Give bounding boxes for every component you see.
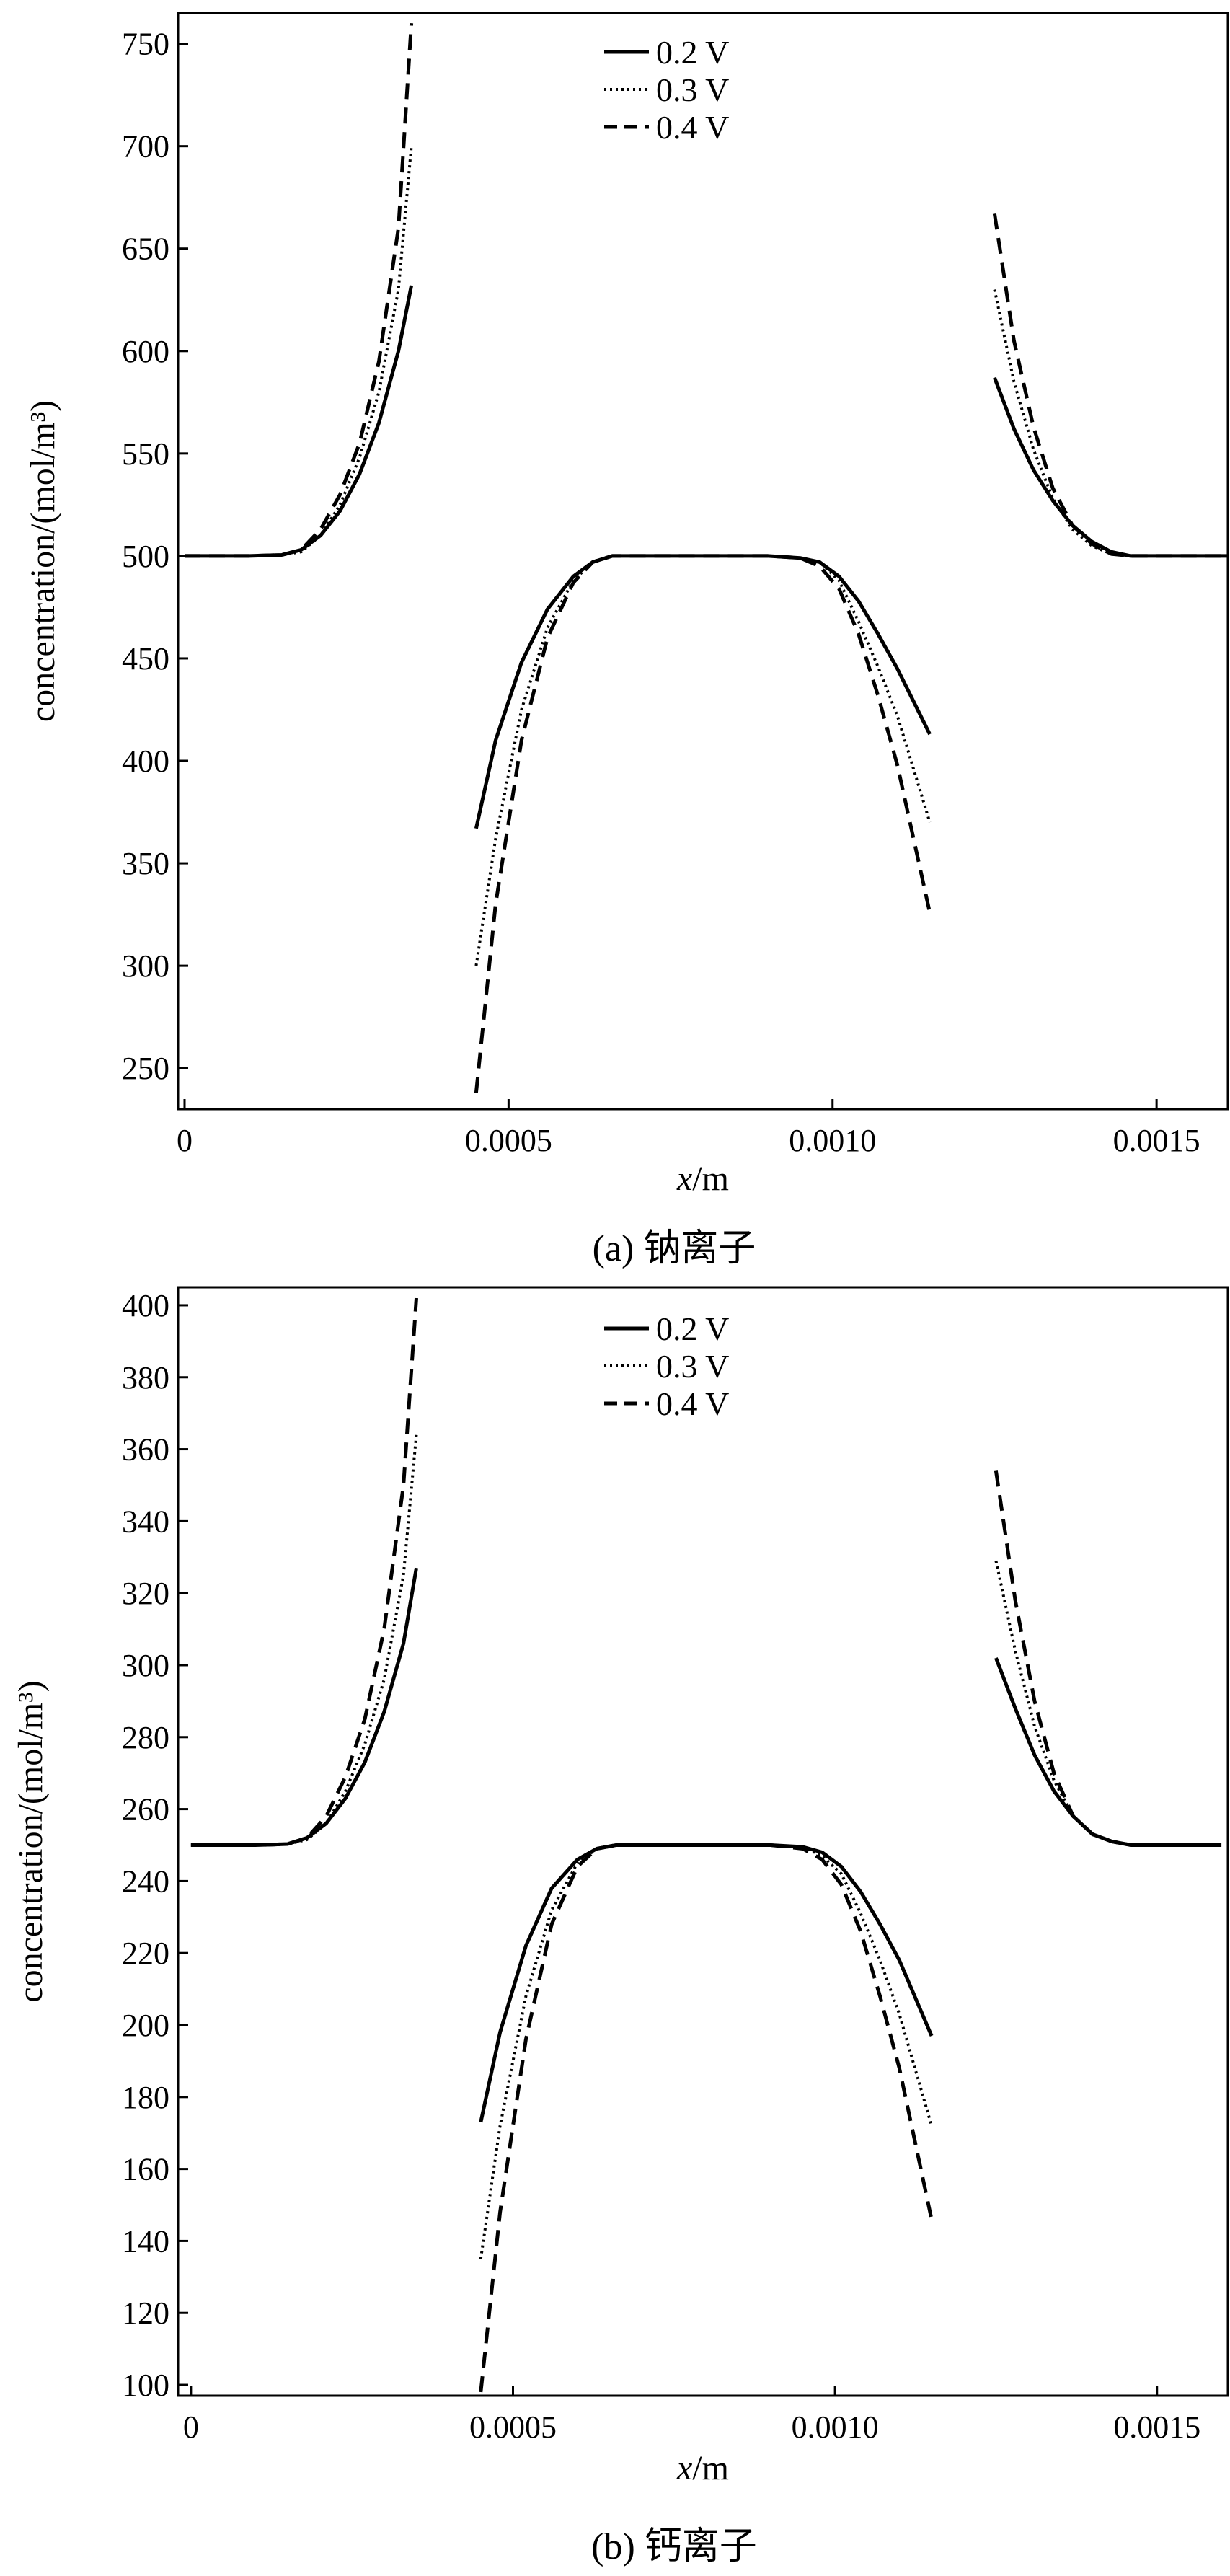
- y-tick-label: 400: [122, 744, 169, 779]
- y-tick-label: 380: [122, 1360, 169, 1395]
- y-tick-label: 450: [122, 641, 169, 676]
- y-tick-label: 500: [122, 539, 169, 574]
- x-tick-label: 0.0010: [792, 2409, 879, 2445]
- y-tick-label: 180: [122, 2080, 169, 2115]
- series-line-solid-segment-1: [185, 285, 414, 558]
- x-tick-label: 0.0015: [1113, 2409, 1200, 2445]
- series-line-solid-segment-3: [994, 1657, 1222, 1847]
- panel-caption: (a) 钠离子: [593, 1228, 756, 1269]
- y-tick-label: 320: [122, 1576, 169, 1611]
- y-tick-label: 140: [122, 2223, 169, 2259]
- y-tick-label: 600: [122, 334, 169, 369]
- legend-label: 0.2 V: [656, 34, 729, 71]
- chart-panel-1: 250 300 350 400 450 500 550 600 650 700 750 0 0.0005…: [24, 12, 1229, 1269]
- y-tick-label: 250: [122, 1051, 169, 1086]
- x-axis-unit: /m: [692, 1160, 729, 1198]
- panel-caption: (b) 钙离子: [591, 2526, 757, 2567]
- plot-frame: [177, 12, 1229, 1111]
- series-line-dotted-segment-2: [479, 1843, 934, 2259]
- series-dashed: [185, 23, 1228, 1093]
- y-tick-label: 340: [122, 1504, 169, 1539]
- y-tick-label: 260: [122, 1792, 169, 1827]
- y-tick-label: 700: [122, 129, 169, 164]
- y-axis-title: concentration/(mol/m³): [12, 1680, 50, 2002]
- legend-label: 0.4 V: [656, 109, 729, 146]
- x-tick-label: 0.0005: [465, 1123, 552, 1158]
- x-tick-label: 0.0010: [789, 1123, 876, 1158]
- legend-label: 0.3 V: [656, 1348, 729, 1385]
- y-tick-label: 240: [122, 1863, 169, 1899]
- series-line-dashed-segment-3: [992, 213, 1228, 558]
- y-tick-label: 120: [122, 2295, 169, 2331]
- x-axis-variable: x: [676, 2449, 692, 2487]
- series-line-dashed-segment-2: [474, 554, 932, 1093]
- y-tick-label: 280: [122, 1720, 169, 1755]
- series-line-dotted-segment-3: [994, 1560, 1222, 1847]
- y-tick-label: 100: [122, 2368, 169, 2403]
- series-line-dotted-segment-3: [993, 289, 1228, 557]
- legend-label: 0.2 V: [656, 1310, 729, 1347]
- plot-frame: [177, 1286, 1229, 2397]
- x-axis-title: x/m: [676, 2449, 729, 2487]
- y-tick-label: 160: [122, 2152, 169, 2187]
- series-line-dashed-segment-3: [994, 1470, 1222, 1847]
- series-line-solid-segment-3: [993, 376, 1228, 558]
- series-line-dashed-segment-1: [185, 23, 414, 558]
- y-tick-label: 350: [122, 846, 169, 881]
- y-tick-label: 300: [122, 1648, 169, 1683]
- y-tick-label: 650: [122, 231, 169, 267]
- chart-panel-2: 100 120 140 160 180 200 220 240 260 280 300 320 340 3…: [12, 1286, 1229, 2567]
- series-line-dotted-segment-1: [185, 146, 413, 557]
- series-line-solid-segment-2: [474, 554, 932, 829]
- y-tick-label: 300: [122, 948, 169, 984]
- y-tick-label: 550: [122, 436, 169, 472]
- x-axis-title: x/m: [676, 1160, 729, 1198]
- x-tick-label: 0.0015: [1113, 1123, 1200, 1158]
- legend-label: 0.4 V: [656, 1385, 729, 1422]
- series-line-dashed-segment-1: [190, 1297, 418, 1847]
- x-axis-variable: x: [676, 1160, 692, 1198]
- series-line-dashed-segment-2: [479, 1843, 934, 2393]
- x-tick-label: 0.0005: [469, 2409, 557, 2445]
- y-tick-label: 200: [122, 2008, 169, 2043]
- series-line-dotted-segment-2: [474, 554, 932, 966]
- x-tick-label: 0: [177, 1123, 193, 1158]
- series-line-solid-segment-2: [479, 1843, 934, 2123]
- legend-label: 0.3 V: [656, 71, 729, 108]
- y-tick-label: 750: [122, 27, 169, 62]
- series-dashed: [190, 1297, 1222, 2393]
- x-axis-unit: /m: [692, 2449, 729, 2487]
- series-line-solid-segment-1: [190, 1567, 418, 1847]
- y-tick-label: 400: [122, 1288, 169, 1323]
- x-tick-label: 0: [183, 2409, 199, 2445]
- y-tick-label: 220: [122, 1936, 169, 1971]
- y-axis-title: concentration/(mol/m³): [24, 400, 62, 722]
- y-tick-label: 360: [122, 1432, 169, 1468]
